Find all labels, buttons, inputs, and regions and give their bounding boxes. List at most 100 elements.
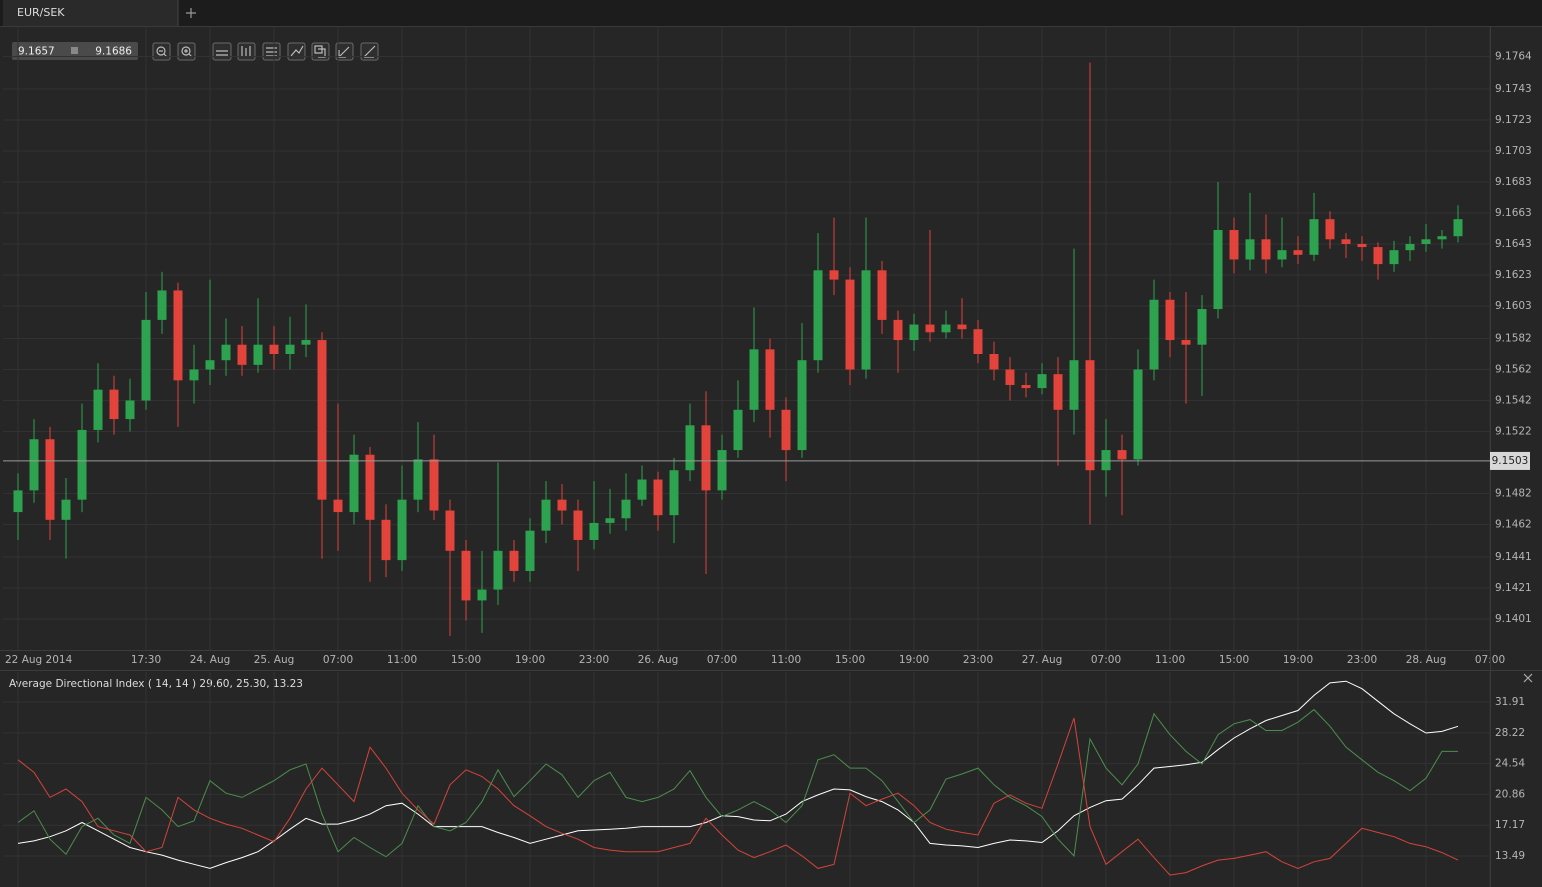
candle-body bbox=[141, 319, 151, 401]
candle-body bbox=[1389, 250, 1399, 265]
candle-body bbox=[1197, 309, 1207, 345]
candle-body bbox=[301, 340, 311, 345]
candle-body bbox=[765, 349, 775, 410]
candle-body bbox=[1053, 374, 1063, 410]
candle-body bbox=[557, 499, 567, 511]
candle-body bbox=[1277, 250, 1287, 260]
zoom-in-button[interactable] bbox=[177, 42, 196, 61]
candle-body bbox=[1005, 369, 1015, 385]
candle-body bbox=[621, 499, 631, 519]
candle-body bbox=[1437, 236, 1447, 240]
candle-body bbox=[173, 290, 183, 381]
y-tick-label: 17.17 bbox=[1495, 819, 1525, 831]
candle-body bbox=[701, 425, 711, 491]
zoom-out-button[interactable] bbox=[152, 42, 171, 61]
x-tick-label: 26. Aug bbox=[638, 654, 679, 666]
candle-body bbox=[1309, 219, 1319, 255]
x-tick-label: 07:00 bbox=[1091, 654, 1121, 666]
candle-body bbox=[669, 470, 679, 516]
x-tick-label: 19:00 bbox=[515, 654, 545, 666]
x-tick-label: 19:00 bbox=[899, 654, 929, 666]
y-tick-label: 9.1562 bbox=[1495, 363, 1532, 375]
x-tick-label: 27. Aug bbox=[1022, 654, 1063, 666]
copy-button[interactable] bbox=[311, 42, 330, 61]
candle-body bbox=[861, 270, 871, 370]
y-tick-label: 9.1482 bbox=[1495, 487, 1532, 499]
candle-body bbox=[285, 344, 295, 354]
candle-body bbox=[45, 439, 55, 520]
x-tick-label: 28. Aug bbox=[1406, 654, 1447, 666]
candle-body bbox=[573, 510, 583, 540]
add-tab-button[interactable] bbox=[186, 8, 196, 18]
candle-body bbox=[61, 499, 71, 520]
candle-body bbox=[989, 353, 999, 370]
x-tick-label: 23:00 bbox=[579, 654, 609, 666]
candle-body bbox=[1085, 360, 1095, 471]
x-tick-label: 07:00 bbox=[323, 654, 353, 666]
candle-body bbox=[157, 290, 167, 320]
candle-body bbox=[477, 589, 487, 601]
y-tick-label: 28.22 bbox=[1495, 727, 1525, 739]
candle-body bbox=[685, 425, 695, 471]
candle-body bbox=[429, 459, 439, 511]
tab-title: EUR/SEK bbox=[17, 6, 65, 19]
grid-layer bbox=[3, 27, 1491, 887]
settings-button[interactable] bbox=[262, 42, 281, 61]
candle-body bbox=[925, 324, 935, 333]
y-tick-label: 31.91 bbox=[1495, 696, 1525, 708]
candle-body bbox=[909, 324, 919, 341]
candle-body bbox=[941, 324, 951, 333]
y-tick-label: 9.1723 bbox=[1495, 114, 1532, 126]
pen-button[interactable] bbox=[360, 42, 379, 61]
indicator-button[interactable] bbox=[287, 42, 306, 61]
candle-body bbox=[365, 454, 375, 520]
indicator-line bbox=[17, 708, 1458, 858]
candle-body bbox=[1357, 243, 1367, 248]
candle-body bbox=[733, 409, 743, 451]
candle-body bbox=[189, 369, 199, 381]
indicator-title: Average Directional Index ( 14, 14 ) 29.… bbox=[9, 678, 303, 690]
draw-button[interactable] bbox=[335, 42, 354, 61]
candle-body bbox=[1293, 250, 1303, 255]
candle-body bbox=[1037, 374, 1047, 389]
indicator-line bbox=[17, 717, 1459, 876]
y-tick-label: 9.1542 bbox=[1495, 394, 1532, 406]
price-label: 9.1503 bbox=[1492, 455, 1529, 467]
price-label-box bbox=[1490, 451, 1530, 470]
y-tick-label: 9.1582 bbox=[1495, 333, 1532, 345]
candle-body bbox=[77, 429, 87, 500]
candle-body bbox=[237, 344, 247, 365]
y-tick-label: 9.1462 bbox=[1495, 518, 1532, 530]
x-tick-label: 15:00 bbox=[451, 654, 481, 666]
mark-layer bbox=[3, 62, 1490, 876]
candle-body bbox=[877, 270, 887, 320]
candle-body bbox=[445, 510, 455, 551]
candle-body bbox=[637, 479, 647, 500]
candle-body bbox=[1069, 360, 1079, 410]
candle-body bbox=[1405, 243, 1415, 251]
candle-body bbox=[605, 518, 615, 523]
candle-body bbox=[205, 360, 215, 370]
candle-body bbox=[781, 409, 791, 451]
candle-body bbox=[973, 329, 983, 354]
y-tick-label: 9.1764 bbox=[1495, 50, 1532, 62]
candle-body bbox=[1421, 239, 1431, 244]
indicator-line bbox=[17, 680, 1459, 869]
candle-body bbox=[413, 459, 423, 500]
candle-body bbox=[221, 344, 231, 361]
x-tick-label: 24. Aug bbox=[190, 654, 231, 666]
close-indicator-button[interactable] bbox=[1523, 673, 1533, 683]
candle-body bbox=[541, 499, 551, 531]
tab[interactable] bbox=[3, 0, 178, 26]
y-tick-label: 9.1421 bbox=[1495, 582, 1532, 594]
y-tick-label: 9.1522 bbox=[1495, 425, 1532, 437]
chart-type-button[interactable] bbox=[237, 42, 256, 61]
candle-body bbox=[1181, 340, 1191, 345]
candle-body bbox=[1133, 369, 1143, 460]
x-tick-label: 11:00 bbox=[387, 654, 417, 666]
x-tick-label: 07:00 bbox=[707, 654, 737, 666]
timeframe-button[interactable] bbox=[212, 42, 232, 61]
